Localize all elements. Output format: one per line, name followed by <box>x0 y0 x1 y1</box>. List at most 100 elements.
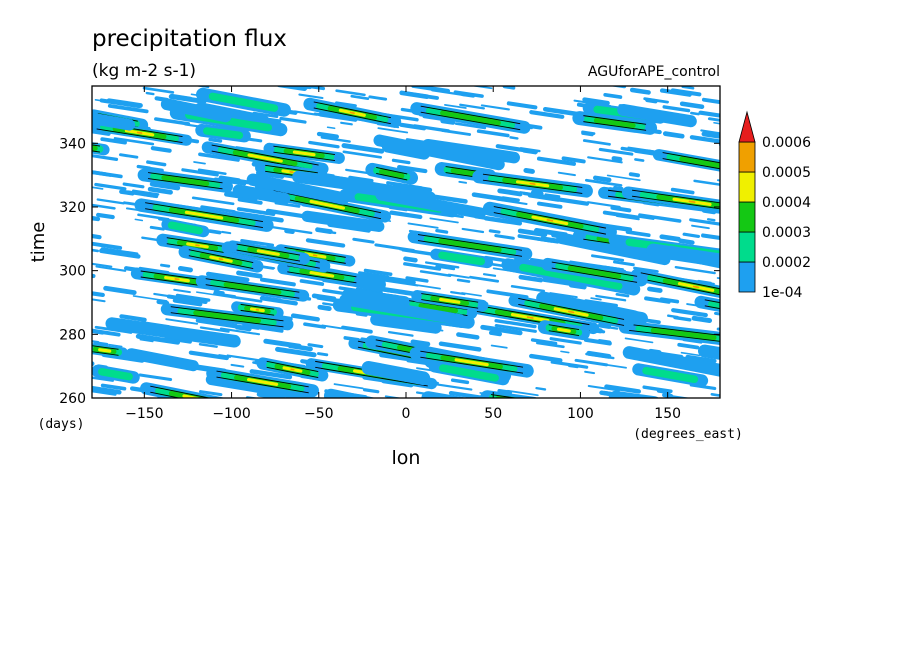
contour-line <box>273 196 382 220</box>
precip-streak <box>275 346 317 358</box>
precip-band <box>439 297 461 304</box>
precip-streak <box>265 208 309 219</box>
precip-streak <box>448 390 482 398</box>
precip-streak <box>311 293 337 302</box>
precip-streak <box>610 205 632 213</box>
precip-streak <box>249 369 293 380</box>
contour-line <box>266 366 319 378</box>
precip-streak <box>135 333 181 345</box>
precip-streak <box>279 116 307 124</box>
colorbar: 1e-04 0.0002 0.0003 0.0004 0.0005 0.0006 <box>738 110 811 301</box>
precip-streak <box>43 351 80 357</box>
precip-streak <box>677 342 700 350</box>
precip-streak <box>32 338 44 340</box>
precip-band <box>529 182 536 186</box>
precip-streak <box>92 328 121 337</box>
precip-band <box>642 366 699 384</box>
precip-streak <box>37 85 71 90</box>
precip-streak <box>198 343 218 348</box>
x-axis-units: (degrees_east) <box>633 427 743 442</box>
precip-band <box>161 175 210 187</box>
precip-streak <box>700 129 720 135</box>
precip-streak <box>471 192 506 202</box>
contour-line <box>470 303 590 326</box>
precip-streak <box>172 298 203 307</box>
precip-streak <box>581 130 596 135</box>
precip-band <box>375 189 487 219</box>
precip-streak <box>340 121 353 126</box>
precip-streak <box>298 93 324 100</box>
colorbar-extend-arrow <box>738 110 756 143</box>
precip-streak <box>41 119 70 123</box>
precip-streak <box>352 237 375 244</box>
precip-band <box>454 358 489 367</box>
precip-streak <box>560 350 570 354</box>
precip-streak <box>341 325 373 334</box>
precip-streak <box>403 256 418 263</box>
precip-streak <box>271 225 313 235</box>
contour-line <box>551 267 638 283</box>
precip-streak <box>679 101 705 109</box>
precip-streak <box>92 203 116 210</box>
precip-streak <box>72 168 80 169</box>
precip-streak <box>611 156 623 162</box>
contour-line <box>583 121 647 131</box>
precip-streak <box>136 164 152 170</box>
colorbar-swatch <box>738 171 756 203</box>
precip-streak <box>259 325 276 332</box>
precip-streak <box>156 299 170 306</box>
precip-streak <box>92 387 101 393</box>
precip-streak <box>584 370 596 375</box>
contour-line <box>640 272 720 290</box>
precip-streak <box>586 201 621 208</box>
contour-line <box>704 305 720 310</box>
precip-streak <box>419 270 452 277</box>
precip-streak <box>165 318 199 325</box>
precip-streak <box>729 104 760 109</box>
precip-streak <box>42 126 75 131</box>
precip-streak <box>284 228 295 235</box>
contour-line <box>170 312 284 328</box>
precip-streak <box>236 207 276 216</box>
precip-streak <box>706 218 716 222</box>
x-tick-label: −100 <box>212 406 250 422</box>
precip-streak <box>181 168 219 177</box>
precip-streak <box>693 179 720 186</box>
x-tick-label: 0 <box>402 406 411 422</box>
precip-streak <box>557 171 576 177</box>
precip-streak <box>348 175 374 183</box>
precip-streak <box>149 181 181 191</box>
x-tick-label: 50 <box>484 406 502 422</box>
precip-band <box>546 218 554 222</box>
precip-streak <box>317 304 332 311</box>
precip-streak <box>43 126 68 130</box>
precip-streak <box>333 77 344 79</box>
contour-line <box>632 189 720 204</box>
precip-band <box>381 140 431 160</box>
contour-line <box>240 309 275 316</box>
precip-streak <box>583 337 612 346</box>
precip-band <box>125 348 199 372</box>
colorbar-label: 0.0002 <box>762 255 811 271</box>
precip-streak <box>529 110 565 119</box>
precip-band <box>519 263 623 290</box>
precip-band <box>421 391 469 398</box>
precip-streak <box>37 393 50 395</box>
precip-streak <box>32 312 66 317</box>
precip-streak <box>674 265 716 275</box>
precip-streak <box>290 313 320 322</box>
precip-streak <box>615 293 630 298</box>
precip-streak <box>166 294 208 305</box>
precip-streak <box>260 265 275 270</box>
precip-streak <box>219 327 261 336</box>
precip-streak <box>77 191 84 192</box>
precip-streak <box>430 194 468 204</box>
precip-streak <box>208 229 222 235</box>
precip-band <box>184 210 224 220</box>
precip-streak <box>613 185 624 191</box>
precip-streak <box>374 243 415 252</box>
precip-streak <box>383 279 419 287</box>
precip-band <box>208 92 279 112</box>
precip-band <box>556 327 571 333</box>
precip-streak <box>690 111 700 116</box>
